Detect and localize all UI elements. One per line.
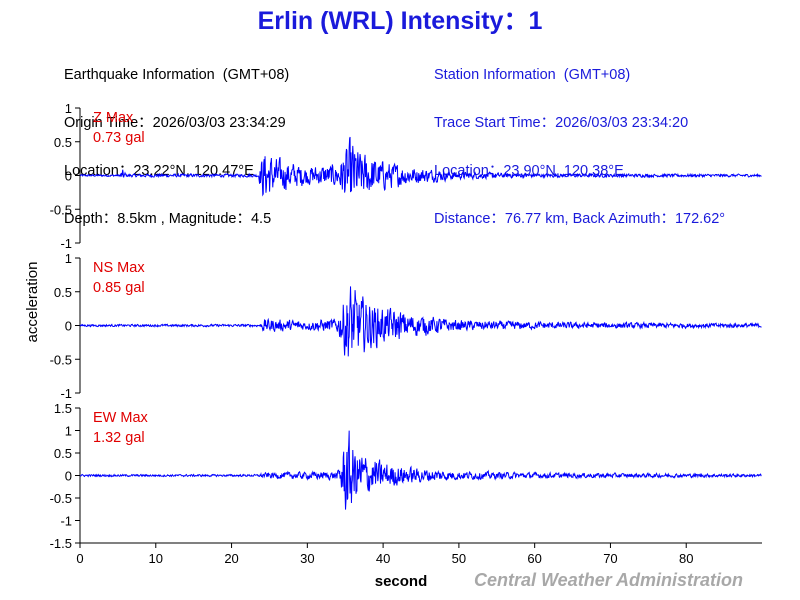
ew-max-value: 1.32 gal	[93, 430, 145, 446]
origin-time-text: Origin Time：2026/03/03 23:34:29	[64, 115, 286, 131]
earthquake-info-heading: Earthquake Information (GMT+08)	[64, 67, 290, 83]
x-tick-label: 30	[300, 551, 314, 566]
y-tick-label: -0.5	[50, 491, 72, 506]
ew-max-label: EW Max	[93, 410, 149, 426]
y-tick-label: 0.5	[54, 135, 72, 150]
y-tick-label: 0	[65, 469, 72, 484]
x-tick-label: 60	[527, 551, 541, 566]
x-tick-label: 10	[149, 551, 163, 566]
ns-max-label: NS Max	[93, 260, 145, 276]
y-tick-label: -1	[60, 386, 72, 401]
y-tick-label: 0.5	[54, 446, 72, 461]
y-tick-label: -1	[60, 514, 72, 529]
ns-waveform-trace	[79, 286, 762, 357]
x-tick-label: 50	[452, 551, 466, 566]
z-waveform-trace	[79, 136, 762, 197]
ns-max-value: 0.85 gal	[93, 280, 145, 296]
z-max-value: 0.73 gal	[93, 130, 145, 146]
station-intensity-title: Erlin (WRL) Intensity：1	[257, 7, 543, 35]
depth-magnitude-text: Depth：8.5km , Magnitude：4.5	[64, 211, 272, 227]
x-tick-label: 70	[603, 551, 617, 566]
y-tick-label: 1	[65, 251, 72, 266]
x-tick-label: 0	[76, 551, 83, 566]
y-axis-label: acceleration	[24, 262, 41, 343]
y-tick-label: -1.5	[50, 536, 72, 551]
x-tick-label: 20	[224, 551, 238, 566]
ew-waveform-trace	[79, 430, 762, 510]
y-tick-label: 1.5	[54, 401, 72, 416]
x-tick-label: 80	[679, 551, 693, 566]
y-tick-label: -0.5	[50, 352, 72, 367]
y-tick-label: 0	[65, 319, 72, 334]
x-axis-label: second	[375, 573, 428, 590]
distance-azimuth-text: Distance：76.77 km, Back Azimuth：172.62°	[434, 211, 726, 227]
x-tick-label: 40	[376, 551, 390, 566]
y-tick-label: 0.5	[54, 285, 72, 300]
y-tick-label: -0.5	[50, 202, 72, 217]
station-info-heading: Station Information (GMT+08)	[434, 67, 631, 83]
y-tick-label: -1	[60, 236, 72, 251]
y-tick-label: 1	[65, 101, 72, 116]
y-tick-label: 1	[65, 424, 72, 439]
agency-credit: Central Weather Administration	[474, 570, 744, 590]
trace-start-time-text: Trace Start Time：2026/03/03 23:34:20	[434, 115, 689, 131]
y-tick-label: 0	[65, 169, 72, 184]
z-max-label: Z Max	[93, 110, 134, 126]
